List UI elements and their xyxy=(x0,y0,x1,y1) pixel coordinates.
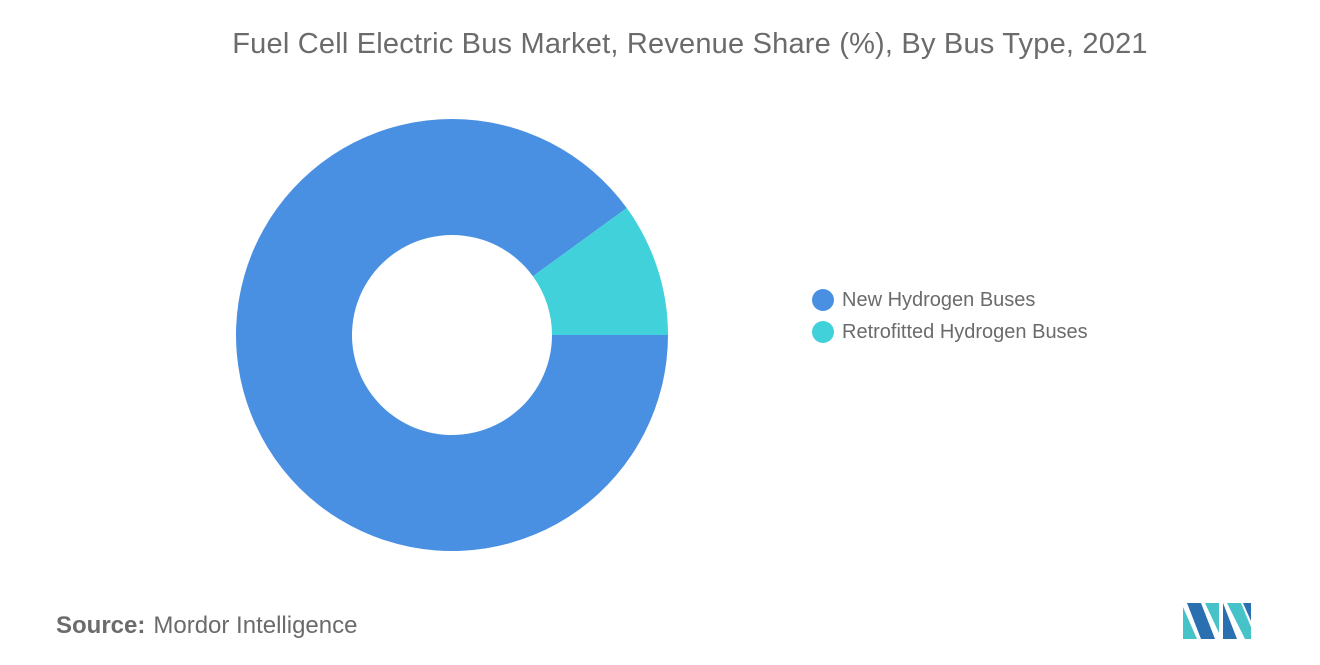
legend-item-retrofitted-hydrogen-buses[interactable]: Retrofitted Hydrogen Buses xyxy=(812,316,1088,348)
mordor-intelligence-logo-icon xyxy=(1183,603,1251,639)
legend-label-retrofitted-hydrogen-buses: Retrofitted Hydrogen Buses xyxy=(842,320,1088,343)
donut-slice-new-hydrogen-buses[interactable] xyxy=(235,119,668,552)
source-value: Mordor Intelligence xyxy=(153,612,358,639)
donut-slice-retrofitted-hydrogen-buses[interactable] xyxy=(532,208,668,335)
legend-label-new-hydrogen-buses: New Hydrogen Buses xyxy=(842,288,1036,311)
source-label: Source: xyxy=(56,612,146,639)
legend-item-new-hydrogen-buses[interactable]: New Hydrogen Buses xyxy=(812,284,1088,316)
legend-swatch-new-hydrogen-buses xyxy=(812,289,834,311)
legend-swatch-retrofitted-hydrogen-buses xyxy=(812,321,834,343)
legend: New Hydrogen Buses Retrofitted Hydrogen … xyxy=(812,284,1088,348)
source-note: Source: Mordor Intelligence xyxy=(56,612,357,640)
chart-title: Fuel Cell Electric Bus Market, Revenue S… xyxy=(232,28,1148,60)
